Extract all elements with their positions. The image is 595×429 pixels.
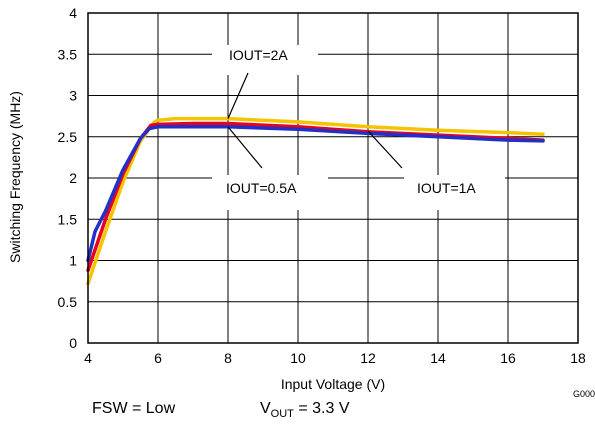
x-tick-label: 16: [500, 350, 516, 366]
figure-code: G000: [573, 389, 595, 399]
y-tick-label: 3: [69, 88, 77, 104]
x-tick-label: 12: [360, 350, 376, 366]
annotation-leader: [227, 126, 263, 169]
y-tick-label: 1.5: [58, 211, 78, 227]
y-tick-label: 0: [69, 335, 77, 351]
chart: 00.511.522.533.54 4 6 8 10 12 14 16 18 IOUT=2AI…: [7, 5, 595, 399]
y-tick-label: 0.5: [58, 294, 78, 310]
annotations: IOUT=2A IOUT=0.5A IOUT=1A: [212, 45, 505, 210]
y-tick-labels: 0 0.5 1 1.5 2 2.5 3 3.5 4: [58, 5, 78, 351]
y-tick-label: 3.5: [58, 46, 78, 62]
plot-frame: [87, 12, 579, 344]
annotation-box: [212, 175, 328, 210]
y-axis-label: Switching Frequency (MHz): [7, 91, 23, 263]
series-lines: [86, 116, 545, 286]
x-tick-label: 18: [570, 350, 586, 366]
vout-value: = 3.3 V: [293, 400, 350, 417]
x-tick-labels: 4 6 8 10 12 14 16 18: [84, 350, 586, 366]
x-tick-label: 6: [154, 350, 162, 366]
annotation-leader: [227, 72, 249, 119]
y-tick-label: 2.5: [58, 129, 78, 145]
vout-symbol: V: [260, 400, 271, 417]
vout-condition: VOUT = 3.3 V: [260, 400, 350, 420]
y-tick-label: 4: [69, 5, 77, 21]
series-line: [86, 125, 545, 263]
annotation-label: IOUT=0.5A: [226, 180, 297, 196]
x-axis-label: Input Voltage (V): [281, 376, 385, 392]
annotation-leader: [367, 130, 403, 169]
annotation-label: IOUT=1A: [417, 180, 476, 196]
annotation-label: IOUT=2A: [229, 47, 288, 63]
vout-subscript: OUT: [270, 408, 294, 421]
series-line: [86, 116, 545, 286]
annotation-box: [212, 45, 318, 75]
y-tick-label: 1: [69, 253, 77, 269]
annotation-box: [404, 175, 505, 210]
x-tick-label: 14: [430, 350, 446, 366]
fsw-condition: FSW = Low: [92, 400, 176, 417]
y-tick-label: 2: [69, 170, 77, 186]
x-tick-label: 10: [290, 350, 306, 366]
x-tick-label: 8: [224, 350, 232, 366]
x-tick-label: 4: [84, 350, 92, 366]
